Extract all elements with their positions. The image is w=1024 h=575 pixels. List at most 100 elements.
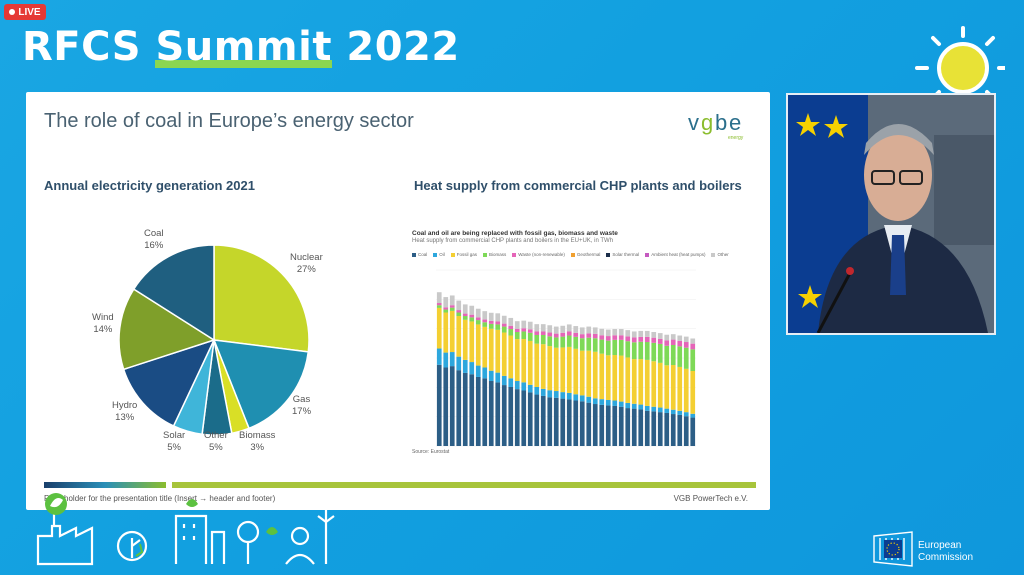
bar-segment <box>495 372 501 383</box>
pie-label-biomass: Biomass 3% <box>239 430 276 453</box>
bar-segment <box>579 327 585 335</box>
bar-segment <box>670 409 676 415</box>
bar-segment <box>514 339 520 382</box>
bar-segment <box>599 399 605 405</box>
bar-segment <box>644 342 650 360</box>
bar-segment <box>540 324 546 332</box>
bar-segment <box>482 367 488 379</box>
bar-segment <box>475 317 481 321</box>
bar-segment <box>638 404 644 410</box>
svg-text:e: e <box>729 110 741 135</box>
bar-segment <box>605 329 611 337</box>
bar-segment <box>670 334 676 340</box>
bar-segment <box>644 359 650 406</box>
bar-segment <box>534 394 540 446</box>
pie-chart-title: Annual electricity generation 2021 <box>44 178 255 193</box>
bar-segment <box>612 335 618 340</box>
bar-segment <box>443 297 449 308</box>
bar-segment <box>527 332 533 341</box>
bar-segment <box>657 412 663 446</box>
bar-segment <box>456 310 462 313</box>
bar-segment <box>592 327 598 334</box>
bar-segment <box>443 307 449 310</box>
bar-segment <box>469 317 475 322</box>
bar-segment <box>592 338 598 352</box>
bar-segment <box>495 329 501 373</box>
bar-segment <box>436 303 442 306</box>
bar-segment <box>605 405 611 446</box>
bar-segment <box>586 396 592 403</box>
bar-segment <box>612 400 618 406</box>
bar-segment <box>508 317 514 326</box>
bar-segment <box>521 339 527 383</box>
bar-segment <box>521 390 527 446</box>
bar-segment <box>573 336 579 349</box>
bar-segment <box>560 332 566 337</box>
pie-slice-gas <box>212 339 310 430</box>
heat-chart-source: Source: Eurostat <box>412 449 450 455</box>
bar-segment <box>488 328 494 371</box>
bar-segment <box>683 347 689 369</box>
bar-segment <box>560 325 566 333</box>
bar-segment <box>566 399 572 446</box>
bar-segment <box>690 343 696 350</box>
bar-segment <box>534 386 540 395</box>
bar-segment <box>540 344 546 389</box>
bar-segment <box>579 338 585 351</box>
bar-segment <box>612 329 618 336</box>
bar-segment <box>618 401 624 407</box>
vgbe-logo: v g b e energy <box>688 110 744 141</box>
bar-segment <box>644 336 650 343</box>
bar-segment <box>677 346 683 367</box>
bar-segment <box>553 326 559 334</box>
bar-segment <box>605 355 611 400</box>
bar-segment <box>573 326 579 333</box>
bar-segment <box>657 407 663 413</box>
bar-segment <box>488 381 494 446</box>
bar-segment <box>462 372 468 446</box>
bar-segment <box>514 328 520 333</box>
pie-label-wind: Wind 14% <box>92 312 114 335</box>
bar-segment <box>456 316 462 357</box>
bar-segment <box>677 414 683 446</box>
bar-segment <box>560 347 566 393</box>
live-badge: LIVE <box>4 4 46 20</box>
bar-segment <box>566 324 572 332</box>
bar-segment <box>586 350 592 397</box>
bar-segment <box>540 388 546 396</box>
bar-segment <box>677 410 683 415</box>
bar-segment <box>566 331 572 336</box>
bar-segment <box>462 313 468 317</box>
bar-segment <box>488 320 494 324</box>
legend-item: Ambient heat (heat pumps) <box>645 252 705 257</box>
bar-segment <box>638 336 644 342</box>
bar-segment <box>547 332 553 337</box>
heat-chart-legend: Coal Oil Fossil gas Biomass Waste (non-renew… <box>412 252 729 257</box>
bar-segment <box>612 405 618 446</box>
bar-segment <box>469 321 475 363</box>
bar-segment <box>644 405 650 411</box>
bar-segment <box>495 321 501 325</box>
bar-segment <box>586 326 592 334</box>
bar-segment <box>508 329 514 336</box>
bar-segment <box>436 348 442 365</box>
bar-segment <box>482 322 488 327</box>
bar-segment <box>683 412 689 417</box>
bar-segment <box>651 361 657 407</box>
bar-segment <box>534 324 540 332</box>
bar-segment <box>566 392 572 400</box>
bar-segment <box>540 334 546 345</box>
bar-segment <box>501 385 507 446</box>
bar-segment <box>449 366 455 446</box>
bar-segment <box>670 345 676 366</box>
bar-segment <box>599 335 605 340</box>
green-energy-icons <box>36 493 335 566</box>
live-label: LIVE <box>18 6 41 18</box>
pie-slice-wind <box>118 288 216 371</box>
european-commission-logo: European Commission <box>873 531 973 567</box>
bar-segment <box>631 337 637 343</box>
bar-segment <box>488 370 494 382</box>
bar-segment <box>657 338 663 344</box>
bar-segment <box>488 312 494 321</box>
bar-segment <box>508 378 514 387</box>
